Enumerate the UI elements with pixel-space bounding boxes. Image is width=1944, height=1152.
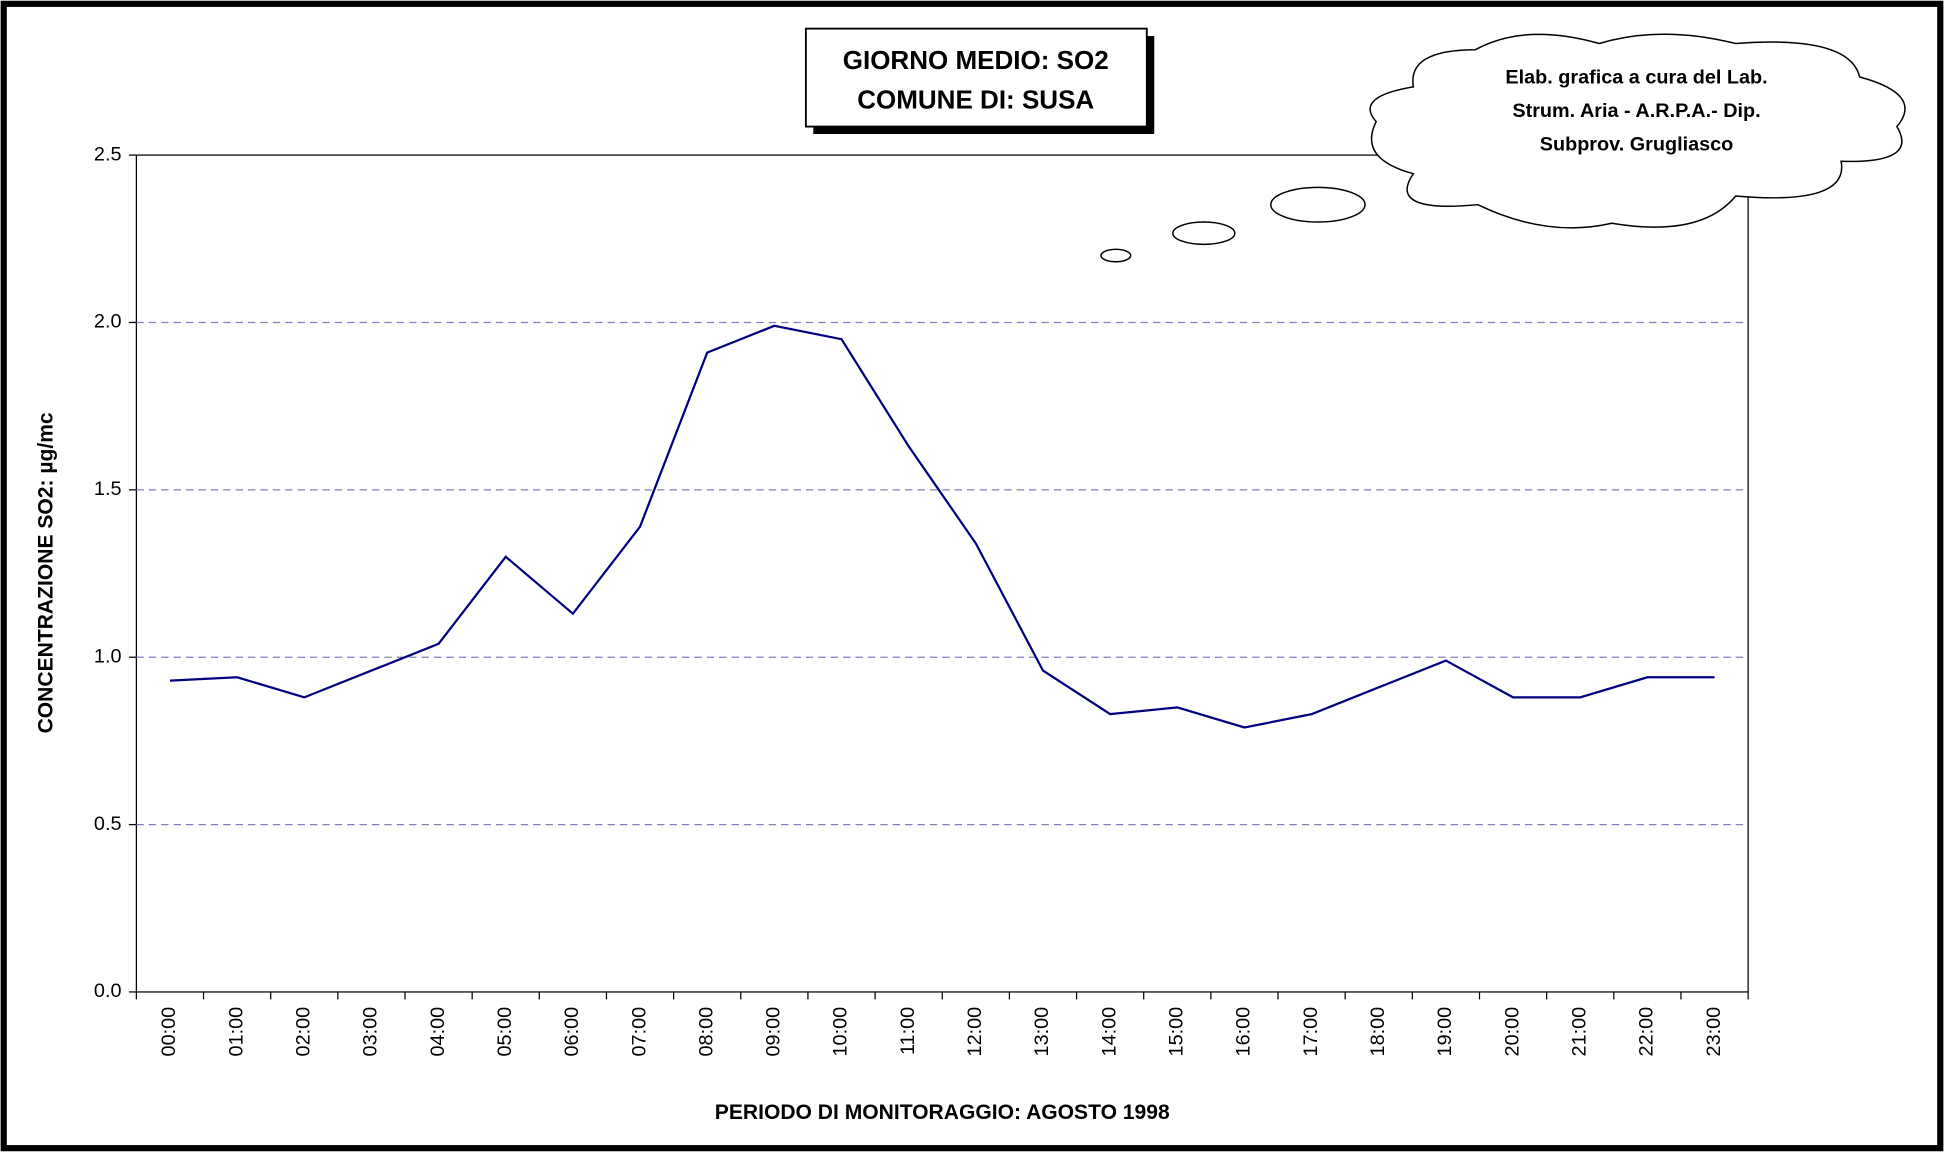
x-tick-label: 05:00 <box>494 1007 516 1057</box>
x-tick-label: 15:00 <box>1166 1007 1188 1057</box>
x-tick-label: 14:00 <box>1098 1007 1120 1057</box>
x-tick-label: 18:00 <box>1367 1007 1389 1057</box>
cloud-bubble <box>1270 186 1366 223</box>
x-tick-label: 00:00 <box>158 1007 180 1057</box>
cloud-bubble <box>1100 248 1132 263</box>
y-tick-label: 0.5 <box>94 813 122 835</box>
x-axis-label: PERIODO DI MONITORAGGIO: AGOSTO 1998 <box>715 1101 1170 1124</box>
x-tick-label: 17:00 <box>1300 1007 1322 1057</box>
x-tick-label: 03:00 <box>360 1007 382 1057</box>
y-tick-label: 2.0 <box>94 311 122 333</box>
y-axis-label: CONCENTRAZIONE SO2: µg/mc <box>35 412 58 733</box>
x-tick-label: 22:00 <box>1636 1007 1658 1057</box>
x-tick-label: 07:00 <box>628 1007 650 1057</box>
x-tick-label: 21:00 <box>1568 1007 1590 1057</box>
x-tick-label: 01:00 <box>225 1007 247 1057</box>
x-tick-label: 10:00 <box>830 1007 852 1057</box>
x-tick-label: 19:00 <box>1434 1007 1456 1057</box>
x-tick-label: 20:00 <box>1501 1007 1523 1057</box>
x-tick-label: 11:00 <box>897 1007 919 1055</box>
annotation: Elab. grafica a cura del Lab. <box>1505 66 1767 88</box>
title-box <box>804 27 1148 128</box>
x-tick-label: 02:00 <box>293 1007 315 1057</box>
x-tick-label: 06:00 <box>561 1007 583 1057</box>
y-tick-label: 0.0 <box>94 980 122 1002</box>
cloud-bubble <box>1172 221 1236 246</box>
y-tick-label: 2.5 <box>94 143 122 165</box>
line <box>169 324 1715 729</box>
annotation: Subprov. Grugliasco <box>1540 133 1734 155</box>
annotation-cloud <box>1369 33 1906 229</box>
x-tick-label: 23:00 <box>1703 1007 1725 1057</box>
x-tick-label: 04:00 <box>427 1007 449 1057</box>
x-tick-label: 09:00 <box>763 1007 785 1057</box>
x-tick-label: 08:00 <box>695 1007 717 1057</box>
x-tick-label: 12:00 <box>964 1007 986 1057</box>
annotation: Strum. Aria - A.R.P.A.- Dip. <box>1512 100 1760 122</box>
y-tick-label: 1.5 <box>94 478 122 500</box>
chart-title: COMUNE DI: SUSA <box>857 85 1094 115</box>
chart-title: GIORNO MEDIO: SO2 <box>843 45 1109 75</box>
x-tick-label: 13:00 <box>1031 1007 1053 1057</box>
plot-area <box>135 154 1749 993</box>
y-tick-label: 1.0 <box>94 645 122 667</box>
x-tick-label: 16:00 <box>1233 1007 1255 1057</box>
